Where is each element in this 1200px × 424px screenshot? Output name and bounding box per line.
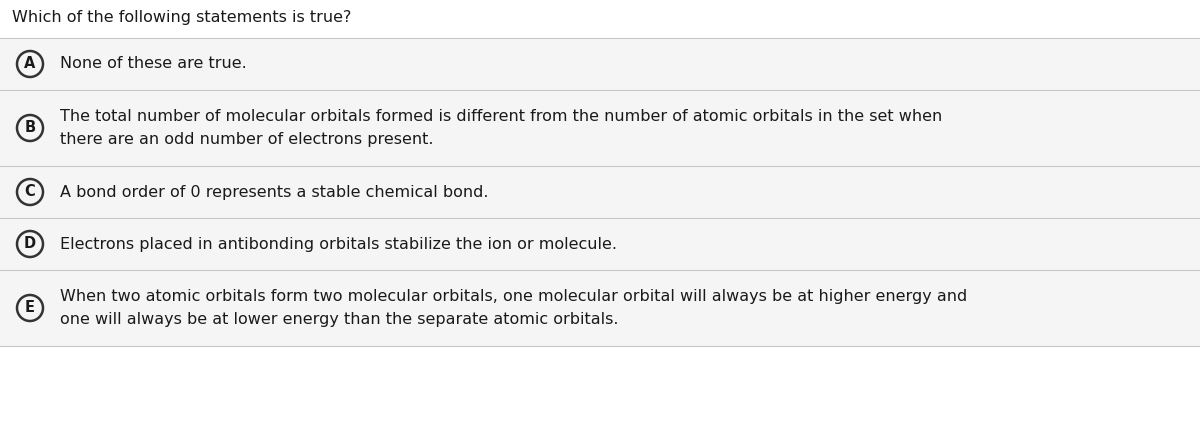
Bar: [0, 38, 1200, 90]
Text: E: E: [25, 301, 35, 315]
Text: Electrons placed in antibonding orbitals stabilize the ion or molecule.: Electrons placed in antibonding orbitals…: [60, 237, 617, 251]
Bar: [0, 166, 1200, 218]
Text: D: D: [24, 237, 36, 251]
Bar: [0, 270, 1200, 346]
Bar: [0, 90, 1200, 166]
Text: C: C: [25, 184, 35, 200]
Text: A: A: [24, 56, 36, 72]
Text: The total number of molecular orbitals formed is different from the number of at: The total number of molecular orbitals f…: [60, 109, 942, 147]
Text: Which of the following statements is true?: Which of the following statements is tru…: [12, 10, 352, 25]
Text: B: B: [24, 120, 36, 136]
Text: None of these are true.: None of these are true.: [60, 56, 247, 72]
Text: When two atomic orbitals form two molecular orbitals, one molecular orbital will: When two atomic orbitals form two molecu…: [60, 290, 967, 326]
Text: A bond order of 0 represents a stable chemical bond.: A bond order of 0 represents a stable ch…: [60, 184, 488, 200]
Bar: [0, 218, 1200, 270]
